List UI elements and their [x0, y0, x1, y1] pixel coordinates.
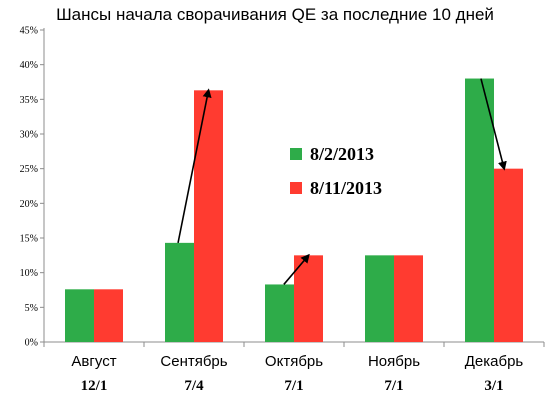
trend-arrow-2 [480, 78, 507, 171]
trend-arrow-1 [283, 253, 310, 285]
x-category-label: Декабрь [465, 353, 524, 370]
y-tick-label: 15% [20, 234, 38, 245]
y-tick-label: 5% [25, 303, 38, 314]
bar-red-2 [294, 255, 323, 342]
x-category-sublabel: 7/1 [384, 378, 403, 394]
y-tick-label: 35% [20, 95, 38, 106]
x-category-sublabel: 7/1 [284, 378, 303, 394]
bar-green-0 [65, 289, 94, 342]
y-tick-label: 45% [20, 26, 38, 37]
bars [65, 78, 523, 343]
chart-title: Шансы начала сворачивания QE за последни… [56, 5, 494, 24]
y-tick-labels: 0% 5% 10% 15% 20% 25% 30% 35% 40% 45% [20, 26, 545, 349]
x-category-labels: Август 12/1 Сентябрь 7/4 Октябрь 7/1 Ноябрь 7/1… [71, 353, 523, 394]
y-tick-label: 10% [20, 268, 38, 279]
bar-red-4 [494, 168, 523, 342]
x-category-label: Ноябрь [368, 353, 420, 370]
trend-arrows [177, 78, 507, 285]
trend-arrow-0 [177, 88, 212, 244]
y-tick-label: 20% [20, 199, 38, 210]
x-category-sublabel: 12/1 [81, 378, 108, 394]
x-category-label: Октябрь [265, 353, 323, 370]
y-tick-label: 0% [25, 338, 38, 349]
bar-red-1 [194, 90, 223, 342]
bar-green-1 [165, 242, 194, 342]
bar-green-2 [265, 284, 294, 342]
bar-red-0 [94, 289, 123, 342]
y-tick-label: 25% [20, 164, 38, 175]
legend-swatch-1 [290, 182, 302, 194]
bar-red-3 [394, 255, 423, 342]
legend-label-0: 8/2/2013 [310, 144, 374, 164]
legend-swatch-0 [290, 148, 302, 160]
legend-label-1: 8/11/2013 [310, 178, 382, 198]
x-category-sublabel: 7/4 [184, 378, 204, 394]
legend: 8/2/2013 8/11/2013 [290, 144, 382, 198]
y-tick-label: 30% [20, 130, 38, 141]
bar-green-4 [465, 78, 494, 343]
x-category-label: Август [71, 353, 116, 370]
x-category-label: Сентябрь [160, 353, 227, 370]
x-category-sublabel: 3/1 [484, 378, 503, 394]
bar-green-3 [365, 255, 394, 342]
y-tick-label: 40% [20, 60, 38, 71]
